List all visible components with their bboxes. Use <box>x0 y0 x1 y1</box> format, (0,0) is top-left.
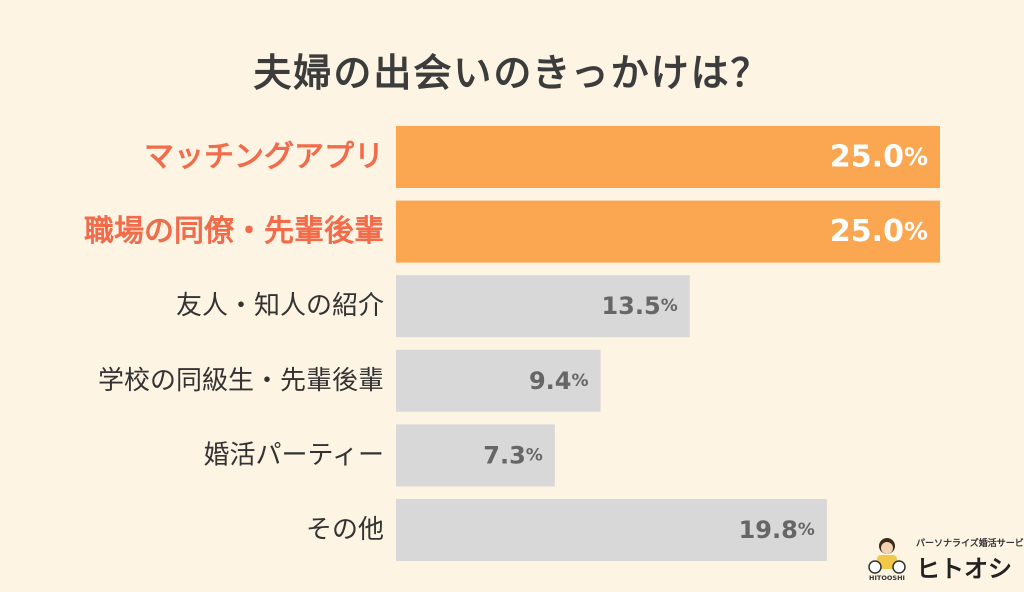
logo-tagline: パーソナライズ婚活サービス <box>916 539 1024 549</box>
category-label-2: 友人・知人の紹介 <box>176 291 384 321</box>
bar-1 <box>396 200 940 263</box>
chart-title: 夫婦の出会いのきっかけは？ <box>253 51 771 95</box>
value-label-5: 19.8% <box>739 516 815 544</box>
value-label-0: 25.0% <box>830 140 928 175</box>
bar-0 <box>396 126 940 188</box>
category-label-1: 職場の同僚・先輩後輩 <box>84 214 384 249</box>
category-label-4: 婚活パーティー <box>204 440 384 470</box>
value-label-3: 9.4% <box>529 367 589 395</box>
value-label-2: 13.5% <box>601 292 677 320</box>
logo-mark-text: HITOOSHI <box>869 574 905 582</box>
bar-4 <box>396 424 555 487</box>
bar-3 <box>396 349 601 412</box>
brand-logo: HITOOSHI パーソナライズ婚活サービス ヒトオシ <box>862 533 1024 583</box>
logo-name: ヒトオシ <box>916 555 1012 583</box>
person-mascot-icon: HITOOSHI <box>868 538 906 582</box>
category-label-5: その他 <box>306 515 384 545</box>
category-label-0: マッチングアプリ <box>144 140 384 175</box>
value-label-4: 7.3% <box>483 441 543 469</box>
value-label-1: 25.0% <box>830 214 928 249</box>
bar-5 <box>396 499 827 561</box>
bar-2 <box>396 275 690 338</box>
category-label-3: 学校の同級生・先輩後輩 <box>98 366 384 396</box>
